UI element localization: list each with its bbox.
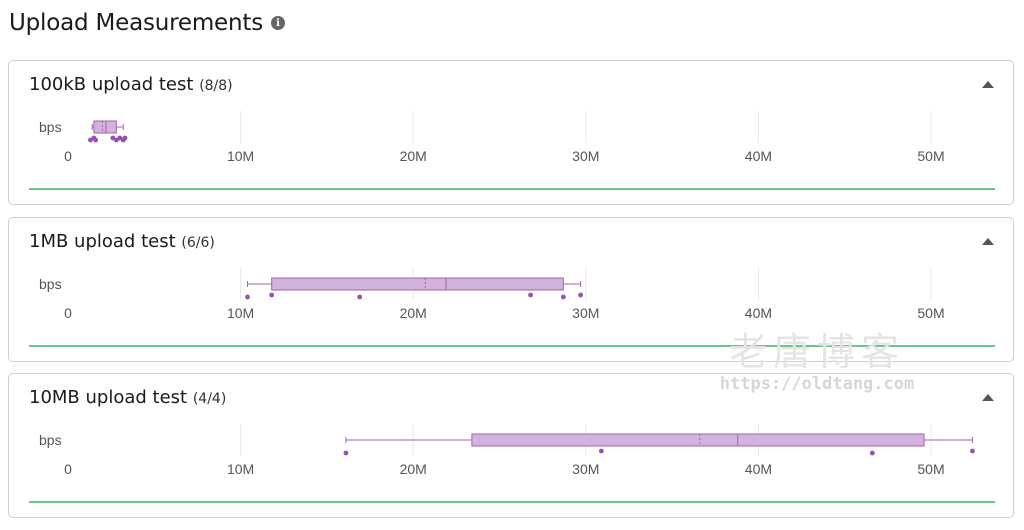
panel-1mb: 1MB upload test (6/6) bps 0 10M 20M 30M 40M 50… — [8, 217, 1014, 362]
tick-label: 0 — [64, 305, 72, 321]
tick-label: 30M — [572, 305, 599, 321]
tick-label: 50M — [917, 461, 944, 477]
tick-label: 50M — [917, 148, 944, 164]
data-point — [560, 294, 566, 300]
tick-label: 40M — [745, 148, 772, 164]
tick-label: 40M — [745, 305, 772, 321]
chevron-up-icon[interactable] — [981, 236, 995, 246]
panel-title-text: 100kB upload test — [29, 74, 194, 95]
data-point — [598, 448, 604, 454]
axis-unit-label: bps — [39, 276, 62, 292]
chevron-up-icon[interactable] — [981, 392, 995, 402]
data-point — [869, 450, 875, 456]
panel-title: 10MB upload test (4/4) — [29, 387, 226, 408]
panel-title-text: 1MB upload test — [29, 231, 176, 252]
panel-count: (4/4) — [192, 391, 227, 407]
panel-title: 100kB upload test (8/8) — [29, 74, 233, 95]
data-point — [122, 135, 128, 141]
panel-10mb: 10MB upload test (4/4) bps 0 10M 20M 30M 40M 5… — [8, 373, 1014, 518]
iqr-box — [471, 433, 925, 447]
panel-title: 1MB upload test (6/6) — [29, 231, 215, 252]
tick-label: 10M — [227, 461, 254, 477]
tick-label: 50M — [917, 305, 944, 321]
iqr-box — [93, 120, 117, 134]
chevron-up-icon[interactable] — [981, 79, 995, 89]
panel-count: (8/8) — [199, 78, 233, 94]
data-point — [93, 137, 99, 143]
page-heading: Upload Measurements i — [9, 10, 285, 36]
tick-label: 20M — [400, 305, 427, 321]
axis-unit-label: bps — [39, 432, 62, 448]
axis-unit-label: bps — [39, 119, 62, 135]
tick-label: 0 — [64, 461, 72, 477]
data-point — [528, 292, 533, 298]
data-point — [578, 292, 584, 298]
tick-label: 20M — [400, 148, 427, 164]
tick-label: 20M — [400, 461, 427, 477]
data-point — [357, 294, 363, 300]
tick-label: 40M — [745, 461, 772, 477]
tick-label: 10M — [227, 305, 254, 321]
tick-label: 30M — [572, 148, 599, 164]
data-point — [970, 448, 975, 454]
iqr-box — [271, 277, 564, 291]
data-point — [245, 294, 250, 300]
data-point — [343, 450, 349, 456]
info-icon[interactable]: i — [270, 16, 285, 30]
page-title: Upload Measurements — [9, 10, 263, 36]
tick-label: 10M — [227, 148, 254, 164]
panel-count: (6/6) — [181, 235, 215, 251]
tick-label: 0 — [64, 148, 72, 164]
data-point — [269, 292, 275, 298]
panel-100kb: 100kB upload test (8/8) bps 0 10M 20M 30M 40M… — [8, 60, 1014, 205]
tick-label: 30M — [572, 461, 599, 477]
panel-title-text: 10MB upload test — [29, 387, 188, 408]
